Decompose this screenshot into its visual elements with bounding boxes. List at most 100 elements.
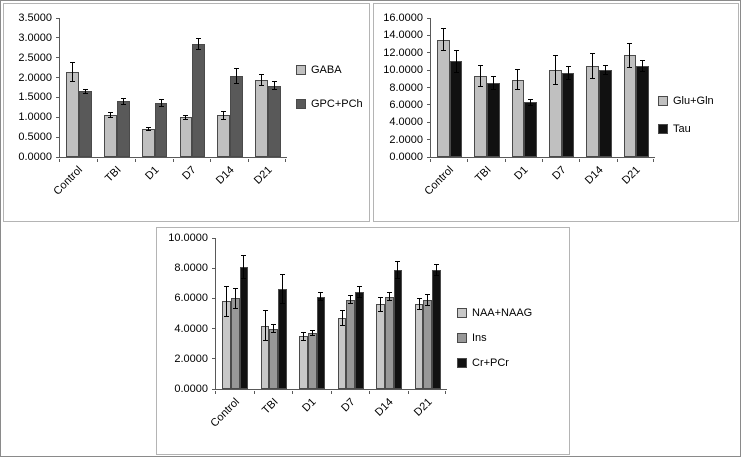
error-bar-cap-bottom [416,309,422,311]
bar [154,103,168,157]
y-tick-mark [56,96,60,98]
y-tick-label: 0.0000 [174,383,208,395]
error-bar-cap-top [120,98,126,100]
x-tick-mark [172,159,174,162]
y-tick-label: 12.0000 [383,46,423,59]
error-bar-cap-top [318,292,324,294]
y-tick-mark [427,69,431,71]
error-bar-cap-bottom [69,80,75,82]
error-bar-cap-top [378,296,384,298]
error-bar [514,69,521,91]
error-bar-cap-bottom [552,83,558,85]
error-bar-line [480,64,482,88]
bar [384,296,394,389]
y-tick-label: 2.5000 [18,51,52,64]
error-bar-cap-bottom [301,339,307,341]
chart-panel-glugln-tau: 0.0000 2.0000 4.0000 6.0000 8.0000 10.0000 12.… [373,3,739,222]
y-tick-label: 8.0000 [389,81,423,94]
error-bar-cap-top [528,98,534,100]
error-bar-cap-bottom [602,74,608,76]
error-bar-line [147,127,149,132]
y-tick-mark [56,17,60,19]
error-bar-line [226,286,228,317]
y-tick-mark [212,358,216,360]
error-bar-cap-bottom [271,332,277,334]
y-axis: 0.0000 2.0000 4.0000 6.0000 8.0000 10.0000 [159,232,212,395]
chart-panel-gaba-gpcpch: 0.0000 0.5000 1.0000 1.5000 2.0000 2.5000 3.00… [3,3,370,222]
error-bar-cap-top [196,37,202,39]
bar [474,76,487,157]
x-category-label: D14 [582,164,606,187]
error-bar-line [185,114,187,120]
error-bar [490,76,497,91]
y-tick-label: 6.0000 [389,98,423,111]
error-bar [107,112,114,119]
bar [230,75,244,157]
y-tick-label: 2.0000 [18,71,52,84]
error-bar [300,331,307,341]
y-tick-label: 2.0000 [389,133,423,146]
x-tick-mark [369,391,370,394]
legend-label: Tau [673,123,691,135]
legend-entry: Glu+Gln [658,95,714,107]
y-tick-mark [212,297,216,299]
error-bar-cap-top [602,64,608,66]
x-category-label: D7 [180,164,199,183]
x-category-label: D14 [372,396,396,419]
y-tick-mark [427,17,431,19]
y-tick-label: 16.0000 [383,12,423,24]
error-bar [69,61,76,82]
x-category-label: D14 [213,164,237,187]
x-category-label: D1 [512,164,531,183]
error-bar [339,310,346,326]
error-bar-cap-bottom [158,106,164,108]
error-bar-cap-bottom [528,104,534,106]
error-bar-line [243,254,245,279]
plot-area [56,17,287,158]
y-tick-label: 10.0000 [168,232,208,244]
error-bar-cap-top [425,293,431,295]
error-bar-line [567,65,569,80]
bar [217,115,231,157]
error-bar-cap-top [640,59,646,61]
error-bar [386,292,393,302]
error-bar-line [388,292,390,302]
error-bar-cap-top [107,112,113,114]
error-bar-line [281,274,283,305]
error-bar-line [84,88,86,95]
bar [423,299,433,389]
error-bar-cap-top [416,298,422,300]
legend: NAA+NAAG Ins Cr+PCr [457,307,532,382]
error-bar-cap-bottom [433,274,439,276]
error-bar-cap-bottom [640,70,646,72]
error-bar-cap-top [232,287,238,289]
error-bar [565,65,572,80]
error-bar-line [427,293,429,306]
plot-area [212,237,447,390]
error-bar-line [604,64,606,76]
error-bar-cap-bottom [196,48,202,50]
error-bar-line [320,292,322,302]
error-bar-line [273,324,275,334]
error-bar-cap-bottom [515,89,521,91]
y-tick-mark [427,52,431,54]
legend-label: Cr+PCr [472,357,509,369]
legend-swatch [296,65,306,75]
x-category-label: Control [51,164,86,198]
error-bar [433,263,440,276]
error-bar-line [71,61,73,82]
y-tick-mark [427,156,431,158]
error-bar-cap-top [241,254,247,256]
error-bar [233,67,240,84]
x-tick-mark [330,391,332,394]
error-bar-cap-top [348,295,354,297]
legend-swatch [296,99,306,109]
bar [636,65,650,157]
y-tick-mark [427,34,431,36]
bar [449,61,463,157]
x-category-label: Control [422,164,457,198]
legend-swatch [658,124,668,134]
error-bar-cap-bottom [241,277,247,279]
error-bar-cap-bottom [356,297,362,299]
